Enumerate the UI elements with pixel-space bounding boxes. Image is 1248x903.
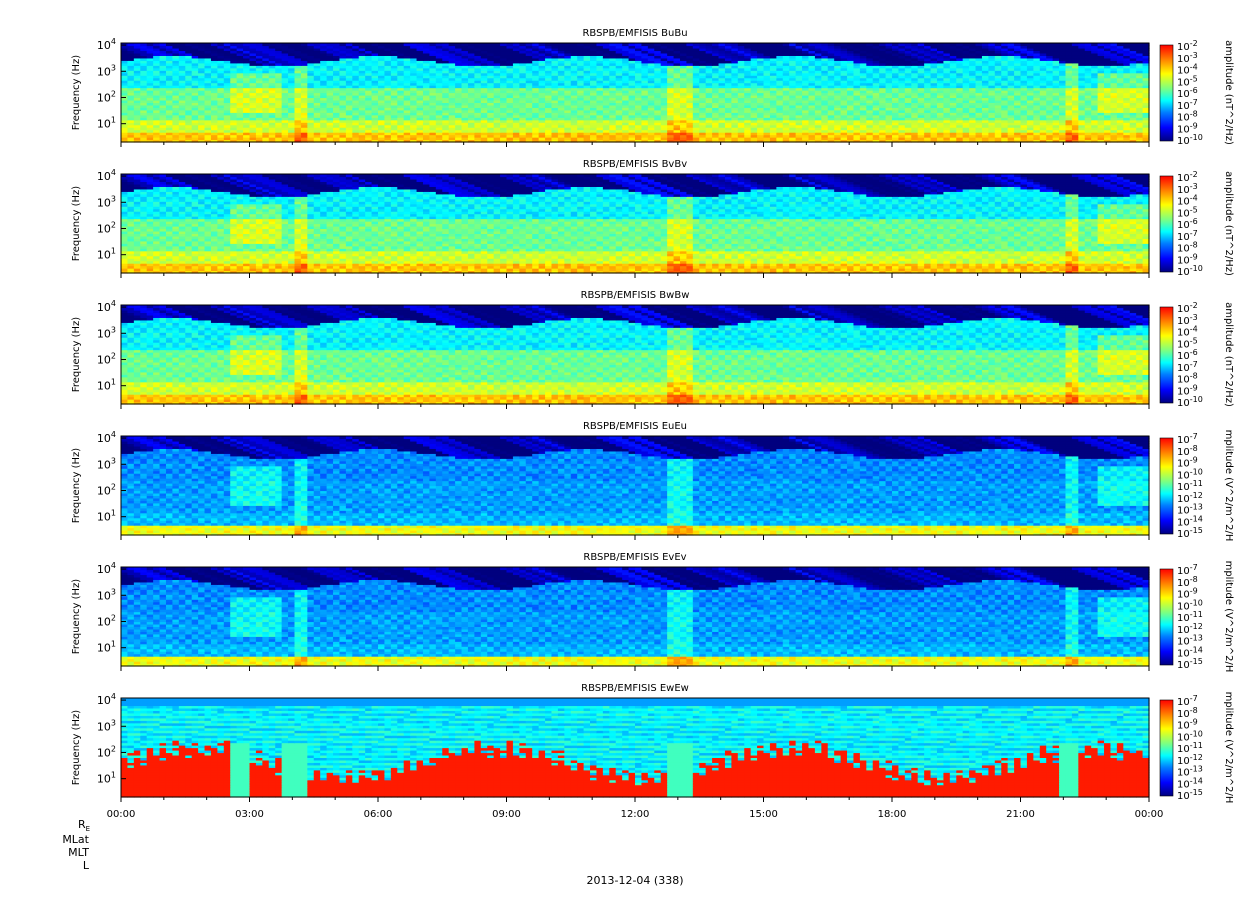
date-label: 2013-12-04 (338) [586, 874, 683, 887]
panel-title: RBSPB/EMFISIS EuEu [583, 421, 687, 432]
y-tick-label: 101 [97, 771, 116, 786]
ephemeris-label-re: RE [78, 818, 90, 833]
y-tick-label: 102 [97, 744, 116, 759]
y-axis-label: Frequency (Hz) [71, 186, 82, 262]
y-tick-label: 104 [97, 299, 116, 314]
x-tick-label: 18:00 [878, 809, 907, 820]
colorbar-label: mplitude (V^2/m^2/H [1223, 561, 1234, 673]
y-tick-label: 102 [97, 613, 116, 628]
y-axis-label: Frequency (Hz) [71, 710, 82, 786]
y-tick-label: 103 [97, 194, 116, 209]
panel-title: RBSPB/EMFISIS EwEw [581, 683, 689, 694]
colorbar-tick-label: 10-10 [1177, 133, 1203, 147]
colorbar-tick-label: 10-15 [1177, 657, 1203, 671]
colorbar [1160, 569, 1173, 665]
ephemeris-label-mlat: MLat [62, 833, 89, 846]
y-tick-label: 102 [97, 351, 116, 366]
y-tick-label: 104 [97, 168, 116, 183]
y-tick-label: 103 [97, 718, 116, 733]
y-tick-label: 101 [97, 509, 116, 524]
x-tick-label: 06:00 [364, 809, 393, 820]
colorbar-tick-label: 10-15 [1177, 788, 1203, 802]
colorbar-label: mplitude (V^2/m^2/H [1223, 430, 1234, 542]
y-tick-label: 104 [97, 692, 116, 707]
ephemeris-label-mlt: MLT [68, 846, 89, 859]
heatmap-image [121, 567, 1150, 667]
colorbar-tick-label: 10-10 [1177, 395, 1203, 409]
colorbar-label: mplitude (V^2/m^2/H [1223, 692, 1234, 804]
y-tick-label: 103 [97, 325, 116, 340]
y-tick-label: 101 [97, 378, 116, 393]
y-axis-label: Frequency (Hz) [71, 55, 82, 131]
colorbar-tick-label: 10-15 [1177, 526, 1203, 540]
y-tick-label: 103 [97, 63, 116, 78]
spectrogram-panel: RBSPB/EMFISIS EuEu Frequency (Hz) 101 102 10… [71, 421, 1234, 541]
x-tick-label: 00:00 [1135, 809, 1164, 820]
colorbar [1160, 438, 1173, 534]
heatmap-image [121, 436, 1150, 536]
x-tick-label: 09:00 [492, 809, 521, 820]
x-tick-label: 15:00 [749, 809, 778, 820]
y-tick-label: 101 [97, 247, 116, 262]
y-tick-label: 102 [97, 220, 116, 235]
y-tick-label: 103 [97, 587, 116, 602]
spectrogram-panel: RBSPB/EMFISIS BuBu Frequency (Hz) 101 102 10… [71, 28, 1234, 147]
colorbar [1160, 45, 1173, 141]
spectrogram-panel: RBSPB/EMFISIS EvEv Frequency (Hz) 101 102 10… [71, 552, 1234, 672]
y-tick-label: 104 [97, 561, 116, 576]
spectrogram-panel: RBSPB/EMFISIS BwBw Frequency (Hz) 101 102 10… [71, 290, 1234, 409]
y-tick-label: 101 [97, 640, 116, 655]
panel-title: RBSPB/EMFISIS BwBw [581, 290, 690, 301]
panel-title: RBSPB/EMFISIS EvEv [583, 552, 686, 563]
y-tick-label: 104 [97, 37, 116, 52]
colorbar [1160, 700, 1173, 796]
colorbar-label: amplitude (nT^2/Hz) [1223, 40, 1234, 145]
x-tick-label: 00:00 [107, 809, 136, 820]
heatmap-image [121, 43, 1150, 143]
y-tick-label: 102 [97, 89, 116, 104]
colorbar-tick-label: 10-10 [1177, 264, 1203, 278]
y-tick-label: 101 [97, 116, 116, 131]
colorbar-label: amplitude (nT^2/Hz) [1223, 302, 1234, 407]
x-tick-label: 21:00 [1006, 809, 1035, 820]
colorbar [1160, 176, 1173, 272]
ephemeris-label-l: L [83, 859, 90, 872]
spectrogram-panel: RBSPB/EMFISIS EwEw Frequency (Hz) 101 102 10… [71, 683, 1234, 803]
heatmap-image [121, 174, 1150, 274]
heatmap-image [121, 698, 1150, 798]
spectrogram-panel: RBSPB/EMFISIS BvBv Frequency (Hz) 101 102 10… [71, 159, 1234, 278]
y-axis-label: Frequency (Hz) [71, 448, 82, 524]
heatmap-image [121, 305, 1150, 405]
y-axis-label: Frequency (Hz) [71, 579, 82, 655]
x-tick-label: 12:00 [621, 809, 650, 820]
y-axis-label: Frequency (Hz) [71, 317, 82, 393]
panel-title: RBSPB/EMFISIS BvBv [583, 159, 687, 170]
y-tick-label: 104 [97, 430, 116, 445]
x-tick-label: 03:00 [235, 809, 264, 820]
colorbar [1160, 307, 1173, 403]
y-tick-label: 103 [97, 456, 116, 471]
y-tick-label: 102 [97, 482, 116, 497]
panel-title: RBSPB/EMFISIS BuBu [582, 28, 687, 39]
colorbar-label: amplitude (nT^2/Hz) [1223, 171, 1234, 276]
